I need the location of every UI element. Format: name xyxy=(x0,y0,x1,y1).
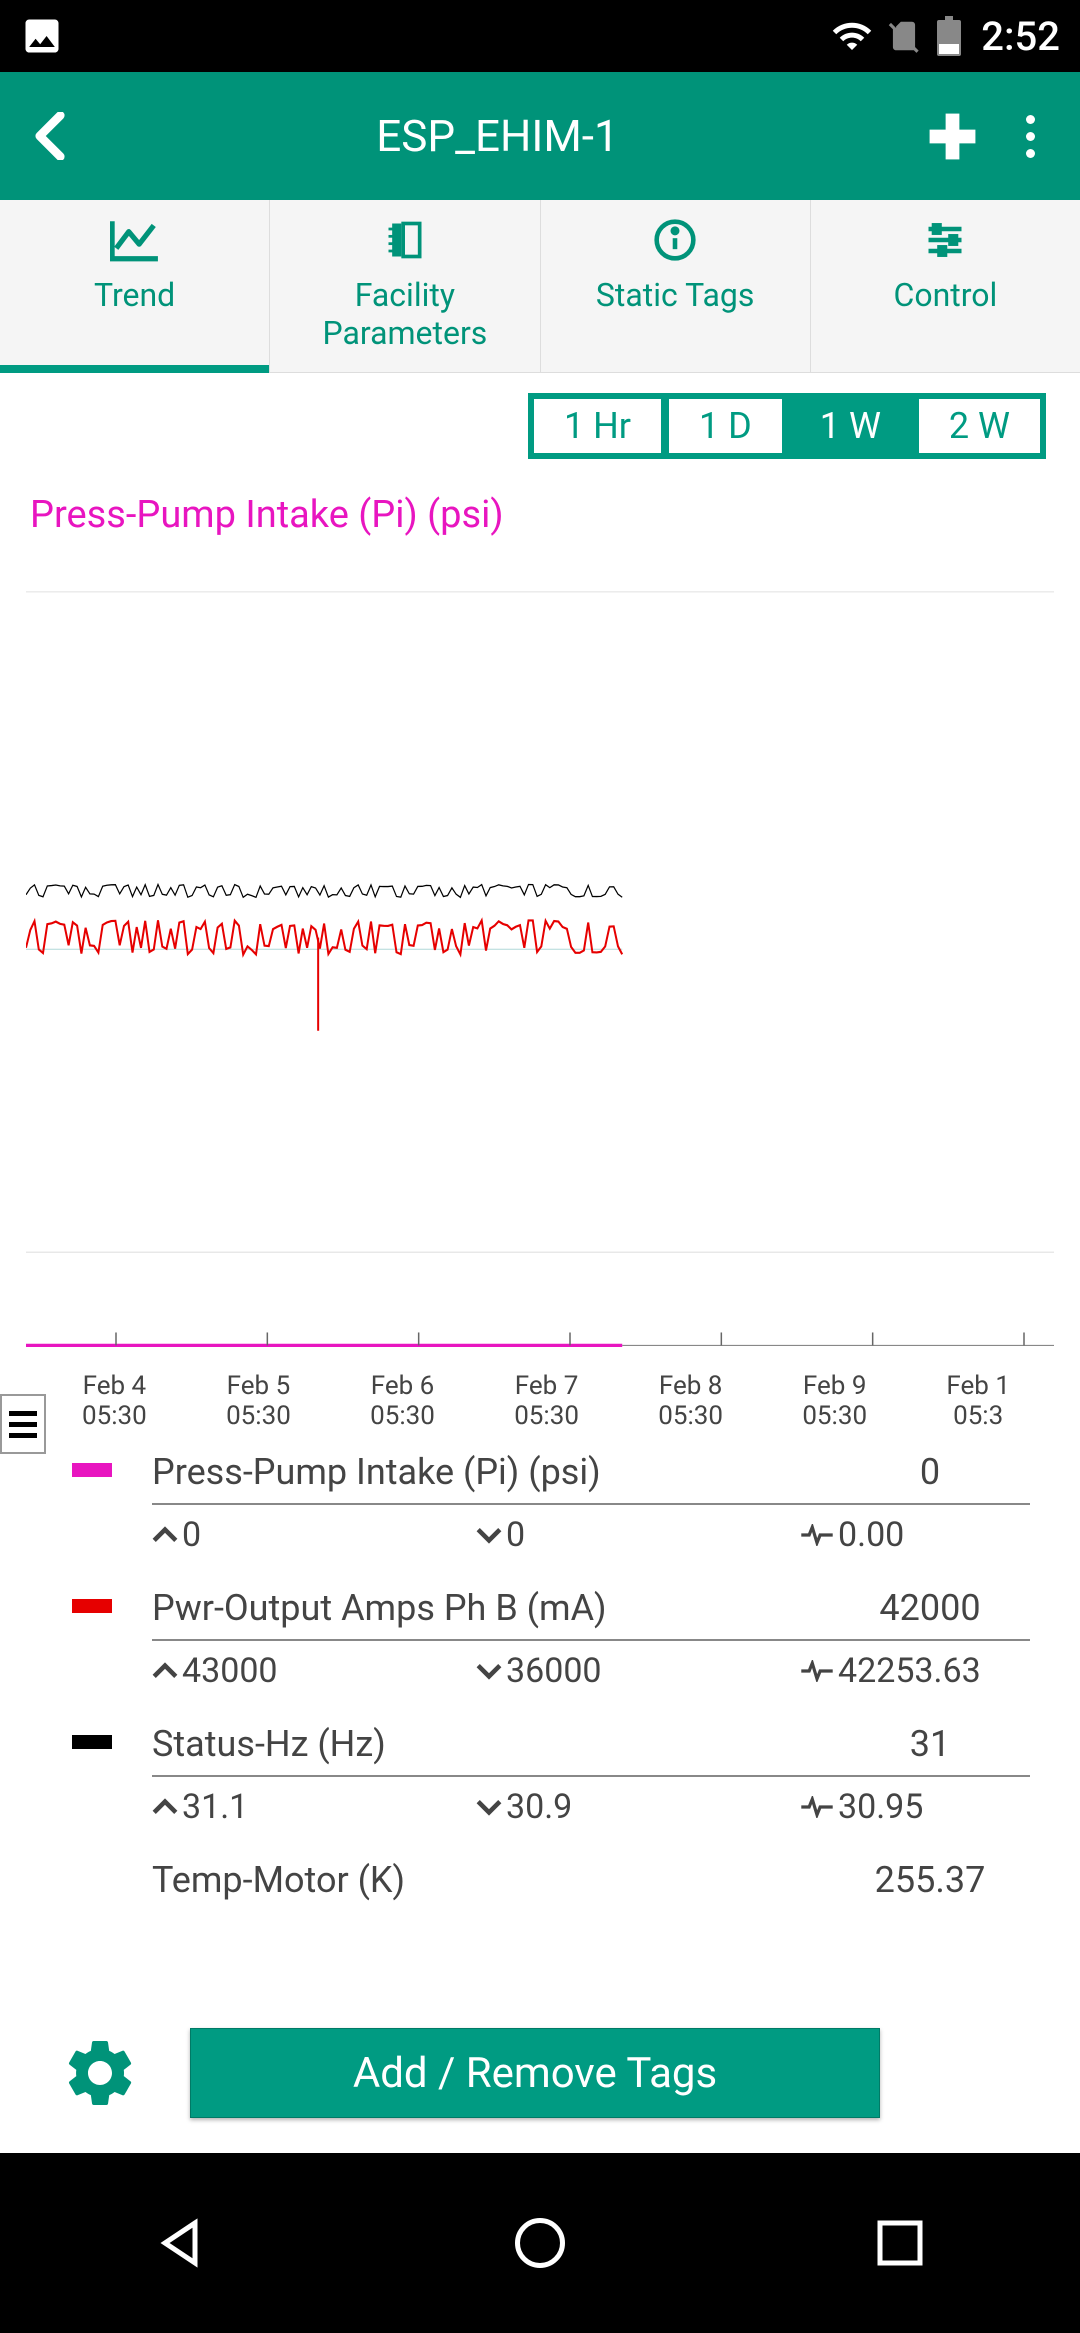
picture-icon xyxy=(20,14,64,58)
tab-bar: Trend Facility Parameters Static Tags Co… xyxy=(0,200,1080,373)
content-area: 1 Hr1 D1 W2 W Press-Pump Intake (Pi) (ps… xyxy=(0,373,1080,2153)
tab-label: Facility Parameters xyxy=(322,276,487,352)
tab-trend[interactable]: Trend xyxy=(0,200,270,372)
clock-text: 2:52 xyxy=(981,13,1060,60)
add-button[interactable] xyxy=(925,109,980,164)
avg-icon xyxy=(800,1796,834,1818)
tag-row[interactable]: Status-Hz (Hz) 31 31.1 30.9 30.95 xyxy=(72,1717,1030,1841)
battery-icon xyxy=(935,16,963,56)
overflow-menu-button[interactable] xyxy=(1010,115,1050,158)
notebook-icon xyxy=(380,218,430,262)
tab-label: Control xyxy=(893,276,997,314)
max-icon xyxy=(152,1798,178,1816)
tag-current-value: 255.37 xyxy=(830,1859,1030,1901)
x-tick-label: Feb 805:30 xyxy=(658,1371,723,1431)
tag-min: 0 xyxy=(476,1515,800,1555)
nav-recents-button[interactable] xyxy=(870,2213,930,2273)
tag-color-chip xyxy=(72,1735,112,1749)
status-bar: 2:52 xyxy=(0,0,1080,72)
tag-name: Temp-Motor (K) xyxy=(152,1859,830,1901)
tag-max: 0 xyxy=(152,1515,476,1555)
bottom-toolbar: Add / Remove Tags xyxy=(0,2013,1080,2153)
back-button[interactable] xyxy=(30,116,70,156)
min-icon xyxy=(476,1662,502,1680)
android-nav-bar xyxy=(0,2153,1080,2333)
tag-row-partial[interactable]: Temp-Motor (K)255.37 xyxy=(152,1853,1030,1907)
tab-label: Trend xyxy=(94,276,175,314)
tag-current-value: 31 xyxy=(830,1723,1030,1765)
info-icon xyxy=(650,218,700,262)
nav-back-button[interactable] xyxy=(150,2213,210,2273)
tab-facility-parameters[interactable]: Facility Parameters xyxy=(270,200,540,372)
x-tick-label: Feb 705:30 xyxy=(514,1371,579,1431)
nav-home-button[interactable] xyxy=(510,2213,570,2273)
tab-control[interactable]: Control xyxy=(811,200,1080,372)
no-sim-icon xyxy=(885,17,923,55)
min-icon xyxy=(476,1526,502,1544)
tag-avg: 0.00 xyxy=(800,1515,1030,1555)
tag-min: 36000 xyxy=(476,1651,800,1691)
avg-icon xyxy=(800,1660,834,1682)
side-menu-tab[interactable] xyxy=(0,1394,46,1454)
tag-current-value: 42000 xyxy=(830,1587,1030,1629)
tag-avg: 42253.63 xyxy=(800,1651,1030,1691)
tag-current-value: 0 xyxy=(830,1451,1030,1493)
time-range-1d[interactable]: 1 D xyxy=(669,399,782,453)
trend-chart[interactable] xyxy=(26,547,1054,1367)
page-title: ESP_EHIM-1 xyxy=(70,110,925,162)
x-tick-label: Feb 505:30 xyxy=(226,1371,291,1431)
max-icon xyxy=(152,1526,178,1544)
tag-row[interactable]: Pwr-Output Amps Ph B (mA) 42000 43000 36… xyxy=(72,1581,1030,1705)
tag-avg: 30.95 xyxy=(800,1787,1030,1827)
x-tick-label: Feb 905:30 xyxy=(802,1371,867,1431)
tag-name: Press-Pump Intake (Pi) (psi) xyxy=(152,1451,830,1493)
tag-color-chip xyxy=(72,1599,112,1613)
x-tick-label: Feb 405:30 xyxy=(82,1371,147,1431)
tab-static-tags[interactable]: Static Tags xyxy=(541,200,811,372)
time-range-1w[interactable]: 1 W xyxy=(790,399,911,453)
chart-x-axis-labels: Feb 405:30 Feb 505:30 Feb 605:30 Feb 705:30… xyxy=(0,1371,1080,1431)
trend-icon xyxy=(110,218,160,262)
x-tick-label: Feb 105:3 xyxy=(946,1371,1010,1431)
tag-max: 43000 xyxy=(152,1651,476,1691)
tag-name: Status-Hz (Hz) xyxy=(152,1723,830,1765)
max-icon xyxy=(152,1662,178,1680)
tag-min: 30.9 xyxy=(476,1787,800,1827)
add-remove-tags-button[interactable]: Add / Remove Tags xyxy=(190,2028,880,2118)
tag-color-chip xyxy=(72,1463,112,1477)
chart-title: Press-Pump Intake (Pi) (psi) xyxy=(0,469,1080,547)
time-range-1hr[interactable]: 1 Hr xyxy=(534,399,661,453)
time-range-2w[interactable]: 2 W xyxy=(919,399,1040,453)
tag-row[interactable]: Press-Pump Intake (Pi) (psi) 0 0 0 0.00 xyxy=(72,1445,1030,1569)
tag-max: 31.1 xyxy=(152,1787,476,1827)
avg-icon xyxy=(800,1524,834,1546)
x-tick-label: Feb 605:30 xyxy=(370,1371,435,1431)
time-range-selector: 1 Hr1 D1 W2 W xyxy=(0,373,1080,469)
wifi-icon xyxy=(831,15,873,57)
app-bar: ESP_EHIM-1 xyxy=(0,72,1080,200)
min-icon xyxy=(476,1798,502,1816)
settings-button[interactable] xyxy=(60,2033,140,2113)
tab-label: Static Tags xyxy=(596,276,754,314)
sliders-icon xyxy=(920,218,970,262)
tag-list: Press-Pump Intake (Pi) (psi) 0 0 0 0.00 … xyxy=(0,1431,1080,1907)
tag-name: Pwr-Output Amps Ph B (mA) xyxy=(152,1587,830,1629)
